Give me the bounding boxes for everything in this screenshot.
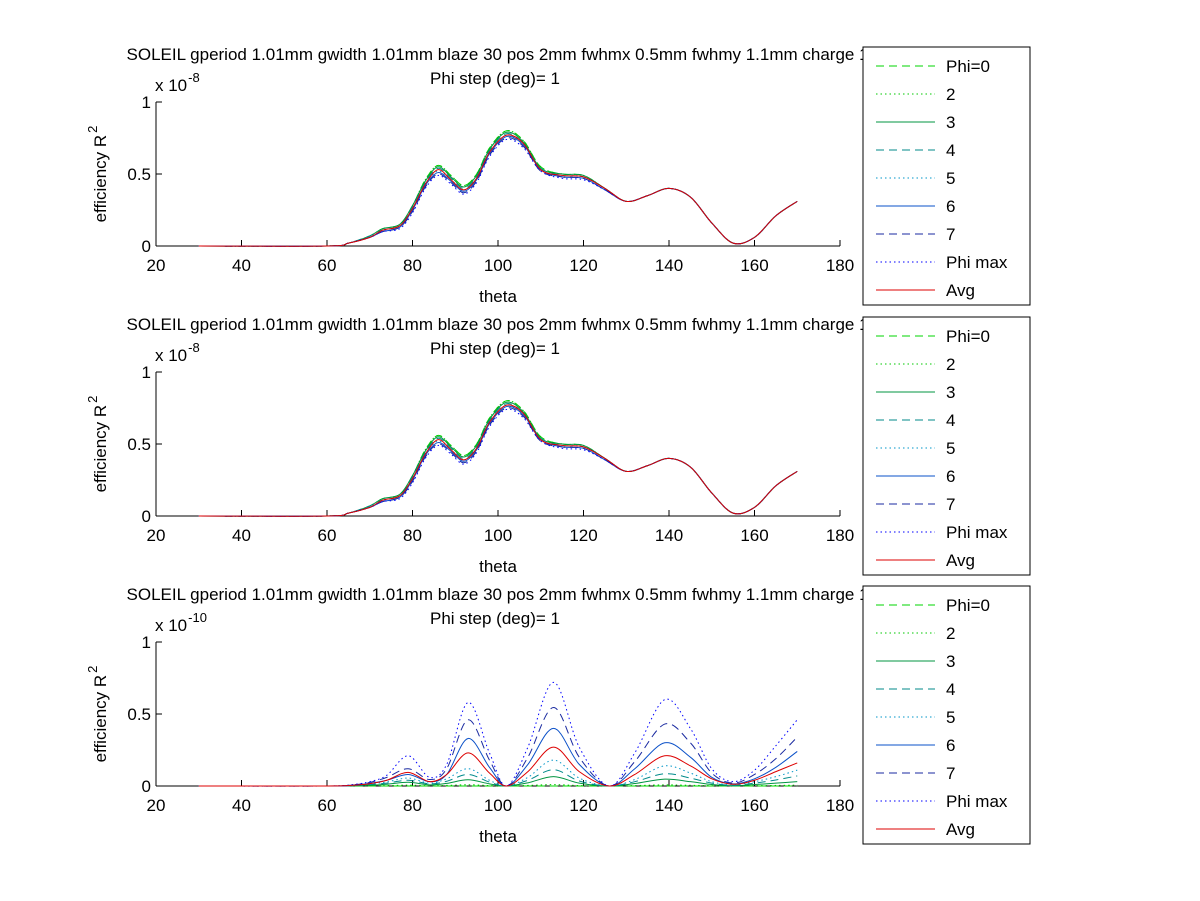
legend-label: 7 [946, 495, 955, 514]
series-line-5 [198, 759, 798, 787]
chart-title: SOLEIL gperiod 1.01mm gwidth 1.01mm blaz… [127, 585, 974, 604]
legend-label: Phi=0 [946, 596, 990, 615]
legend-label: 3 [946, 652, 955, 671]
x-tick-label: 180 [826, 526, 854, 545]
x-tick-label: 180 [826, 256, 854, 275]
y-tick-label: 1 [142, 93, 151, 112]
legend: Phi=0 2 3 4 5 6 7 Phi max Avg [862, 316, 1031, 576]
x-tick-label: 20 [147, 256, 166, 275]
legend-label: 4 [946, 141, 955, 160]
x-tick-label: 140 [655, 526, 683, 545]
y-axis-label: efficiency R2 [85, 126, 110, 223]
legend-label: 2 [946, 85, 955, 104]
legend-label: 3 [946, 383, 955, 402]
series-line-avg [198, 746, 798, 787]
legend-label: 6 [946, 197, 955, 216]
x-tick-label: 80 [403, 256, 422, 275]
x-tick-label: 80 [403, 526, 422, 545]
legend-label: Avg [946, 551, 975, 570]
series-line-avg [198, 404, 798, 517]
x-tick-label: 100 [484, 526, 512, 545]
y-multiplier: x 10-8 [155, 70, 200, 95]
x-tick-label: 60 [318, 796, 337, 815]
x-tick-label: 20 [147, 796, 166, 815]
x-tick-label: 60 [318, 256, 337, 275]
legend: Phi=0 2 3 4 5 6 7 Phi max Avg [862, 46, 1031, 306]
series-line-phi-max [198, 138, 798, 247]
x-tick-label: 120 [569, 796, 597, 815]
y-axis-label: efficiency R2 [85, 666, 110, 763]
series-line-4 [198, 769, 798, 787]
x-tick-label: 160 [740, 796, 768, 815]
y-tick-label: 0.5 [127, 435, 151, 454]
legend-label: Avg [946, 281, 975, 300]
subplot-3: 20 40 60 80 100 120 140 160 180 0 0.5 1x 10-10 SOLEI… [85, 585, 1031, 846]
legend-label: Phi max [946, 523, 1008, 542]
x-tick-label: 60 [318, 526, 337, 545]
legend-label: 5 [946, 439, 955, 458]
legend-label: Avg [946, 820, 975, 839]
x-tick-label: 100 [484, 256, 512, 275]
y-tick-label: 0 [142, 237, 151, 256]
subplot-1: 20 40 60 80 100 120 140 160 180 0 0.5 1x 10-8 SOLEIL… [85, 45, 1031, 306]
y-tick-label: 0 [142, 507, 151, 526]
x-tick-label: 80 [403, 796, 422, 815]
legend-label: 4 [946, 411, 955, 430]
legend-label: 6 [946, 736, 955, 755]
legend-label: 7 [946, 764, 955, 783]
chart-subtitle: Phi step (deg)= 1 [430, 339, 560, 358]
y-axis-label: efficiency R2 [85, 396, 110, 493]
x-tick-label: 40 [232, 256, 251, 275]
series-line-avg [198, 134, 798, 247]
x-tick-label: 120 [569, 526, 597, 545]
legend-label: Phi max [946, 253, 1008, 272]
y-tick-label: 0.5 [127, 165, 151, 184]
legend-label: Phi max [946, 792, 1008, 811]
series-line-3 [198, 776, 798, 787]
legend-label: 7 [946, 225, 955, 244]
legend-label: 2 [946, 355, 955, 374]
legend-label: 5 [946, 708, 955, 727]
legend: Phi=0 2 3 4 5 6 7 Phi max Avg [862, 585, 1031, 845]
x-tick-label: 40 [232, 526, 251, 545]
legend-label: 2 [946, 624, 955, 643]
chart-subtitle: Phi step (deg)= 1 [430, 69, 560, 88]
y-tick-label: 0 [142, 777, 151, 796]
subplot-2: 20 40 60 80 100 120 140 160 180 0 0.5 1x 10-8 SOLEIL… [85, 315, 1031, 576]
x-tick-label: 140 [655, 256, 683, 275]
legend-label: 4 [946, 680, 955, 699]
series-group [198, 130, 798, 247]
series-group [198, 681, 798, 787]
series-group [198, 400, 798, 517]
x-tick-label: 140 [655, 796, 683, 815]
y-multiplier: x 10-8 [155, 340, 200, 365]
x-tick-label: 40 [232, 796, 251, 815]
series-line-2 [198, 784, 798, 787]
x-axis-label: theta [479, 827, 517, 846]
x-axis-label: theta [479, 557, 517, 576]
x-tick-label: 160 [740, 256, 768, 275]
x-tick-label: 120 [569, 256, 597, 275]
legend-label: Phi=0 [946, 57, 990, 76]
x-tick-label: 100 [484, 796, 512, 815]
x-axis-label: theta [479, 287, 517, 306]
x-tick-label: 160 [740, 526, 768, 545]
chart-title: SOLEIL gperiod 1.01mm gwidth 1.01mm blaz… [127, 45, 974, 64]
legend-label: 5 [946, 169, 955, 188]
series-line-phi-max [198, 408, 798, 517]
y-tick-label: 1 [142, 363, 151, 382]
y-tick-label: 1 [142, 633, 151, 652]
legend-label: 6 [946, 467, 955, 486]
chart-title: SOLEIL gperiod 1.01mm gwidth 1.01mm blaz… [127, 315, 974, 334]
legend-label: Phi=0 [946, 327, 990, 346]
x-tick-label: 180 [826, 796, 854, 815]
legend-label: 3 [946, 113, 955, 132]
chart-subtitle: Phi step (deg)= 1 [430, 609, 560, 628]
series-line-7 [198, 707, 798, 787]
y-tick-label: 0.5 [127, 705, 151, 724]
y-multiplier: x 10-10 [155, 610, 207, 635]
x-tick-label: 20 [147, 526, 166, 545]
